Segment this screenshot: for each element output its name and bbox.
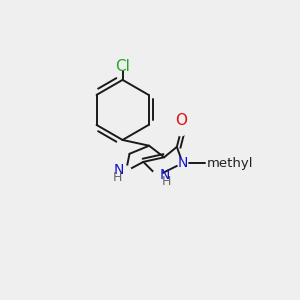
- Circle shape: [121, 166, 131, 176]
- Text: methyl: methyl: [206, 157, 253, 169]
- Text: Cl: Cl: [115, 58, 130, 74]
- Text: H: H: [112, 171, 122, 184]
- Circle shape: [176, 126, 186, 136]
- Circle shape: [178, 158, 188, 168]
- Text: N: N: [160, 168, 170, 182]
- Text: N: N: [177, 156, 188, 170]
- Text: H: H: [161, 175, 171, 188]
- Circle shape: [152, 171, 162, 181]
- Text: O: O: [175, 113, 187, 128]
- Text: N: N: [113, 164, 124, 177]
